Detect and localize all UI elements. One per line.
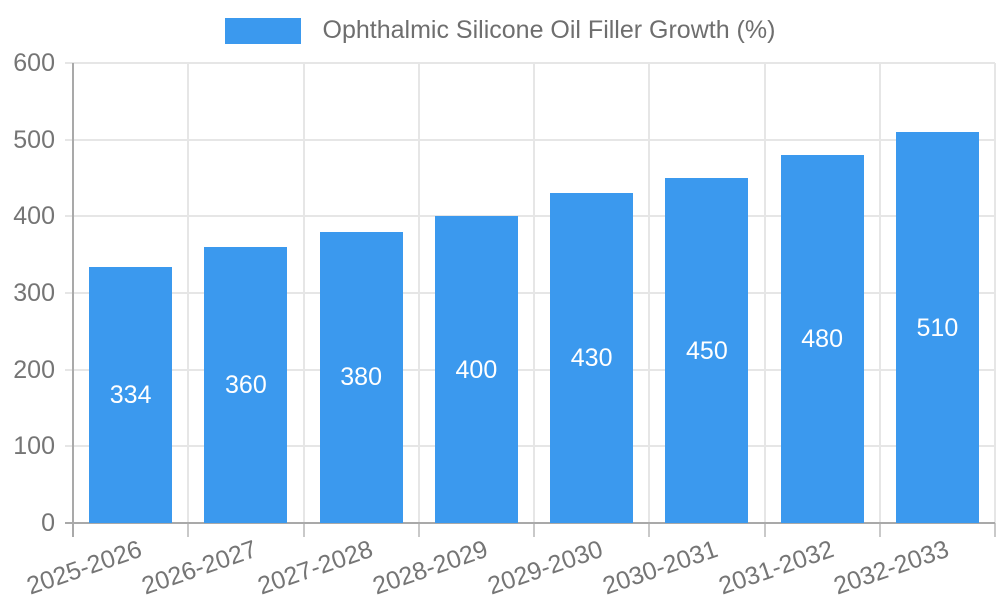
gridline (648, 63, 651, 523)
x-axis-line (65, 522, 995, 524)
chart-legend: Ophthalmic Silicone Oil Filler Growth (%… (0, 16, 1000, 45)
bar-2025-2026[interactable] (89, 266, 173, 523)
gridline (65, 62, 995, 64)
y-axis-tick-label: 100 (13, 432, 55, 461)
bar-2029-2030[interactable] (550, 193, 634, 523)
x-axis-tick-label: 2030-2031 (599, 535, 722, 600)
axis-tick (417, 523, 420, 537)
gridline (763, 63, 766, 523)
x-axis-tick-label: 2032-2033 (830, 535, 953, 600)
x-axis-tick-label: 2029-2030 (484, 535, 607, 600)
gridline (65, 368, 995, 371)
bar-2031-2032[interactable] (780, 155, 864, 523)
bar-value-label: 334 (109, 380, 152, 409)
y-axis-line (72, 63, 74, 537)
gridline (994, 63, 996, 523)
bar-2032-2033[interactable] (895, 132, 979, 523)
y-axis-tick-label: 600 (13, 49, 55, 77)
gridline (533, 63, 535, 523)
axis-tick (878, 523, 881, 537)
gridline (187, 63, 190, 523)
bar-2027-2028[interactable] (319, 231, 403, 523)
bar-value-label: 360 (225, 371, 267, 399)
y-axis-tick-label: 300 (13, 279, 55, 307)
x-axis-tick-label: 2031-2032 (714, 535, 837, 600)
legend-item[interactable]: Ophthalmic Silicone Oil Filler Growth (%… (224, 16, 776, 45)
bar-value-label: 430 (570, 344, 613, 373)
gridline (65, 138, 995, 141)
gridline (878, 63, 881, 523)
legend-color-swatch (224, 17, 301, 44)
axis-tick (187, 523, 190, 537)
bar-value-label: 380 (340, 363, 382, 392)
gridline (65, 215, 995, 218)
y-axis-tick-label: 400 (13, 202, 55, 231)
axis-tick (302, 523, 305, 537)
x-axis-tick-label: 2027-2028 (253, 535, 376, 600)
bar-value-label: 480 (801, 325, 843, 353)
y-axis-tick-label: 200 (13, 355, 55, 384)
axis-tick (648, 523, 651, 537)
gridline (65, 445, 995, 448)
axis-tick (994, 523, 996, 537)
bar-value-label: 510 (916, 313, 959, 342)
gridline (65, 292, 995, 294)
x-axis-tick-label: 2026-2027 (138, 535, 261, 600)
x-axis-tick-label: 2025-2026 (23, 535, 146, 600)
y-axis-tick-label: 500 (13, 125, 55, 154)
gridline (302, 63, 305, 523)
x-axis-tick-label: 2028-2029 (369, 535, 492, 600)
axis-tick (533, 523, 535, 537)
bar-value-label: 400 (455, 355, 498, 384)
bar-2026-2027[interactable] (204, 247, 288, 523)
bar-2028-2029[interactable] (434, 216, 518, 523)
bar-2030-2031[interactable] (665, 178, 749, 523)
axis-tick (763, 523, 766, 537)
bar-value-label: 450 (686, 336, 728, 365)
gridline (417, 63, 420, 523)
y-axis-tick-label: 0 (41, 509, 55, 537)
legend-series-label: Ophthalmic Silicone Oil Filler Growth (%… (322, 16, 776, 44)
